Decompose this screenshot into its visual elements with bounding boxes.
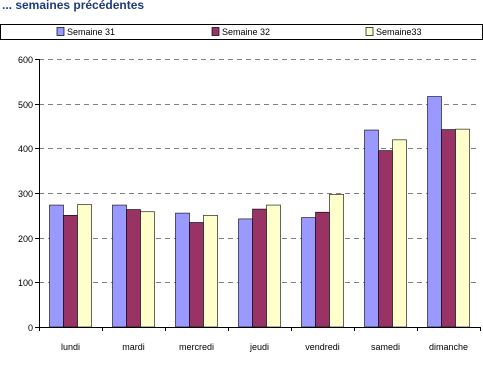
bar-3-mercredi <box>203 215 218 328</box>
bar-2-mercredi <box>189 222 204 328</box>
legend-swatch <box>365 27 374 36</box>
legend-label: Semaine 31 <box>67 27 115 37</box>
bar-2-dimanche <box>441 129 456 328</box>
bar-3-mardi <box>140 211 155 328</box>
bar-1-samedi <box>364 129 379 328</box>
bar-3-samedi <box>392 139 407 328</box>
y-tick-label: 200 <box>18 234 33 244</box>
x-tick-label: jeudi <box>249 342 269 352</box>
x-tick-label: vendredi <box>305 342 340 352</box>
x-tick-label: mardi <box>122 342 145 352</box>
y-tick-labels: 0 100 200 300 400 500 600 <box>18 55 39 333</box>
chart-title-partial: ... semaines précédentes <box>2 0 144 12</box>
x-tick-label: samedi <box>371 342 400 352</box>
legend-swatch <box>211 27 220 36</box>
legend-label: Semaine33 <box>376 27 422 37</box>
bar-3-jeudi <box>266 204 281 328</box>
bar-1-jeudi <box>238 218 253 328</box>
axes <box>39 59 480 328</box>
bar-2-lundi <box>63 215 78 328</box>
bar-1-mardi <box>112 204 127 328</box>
bar-3-lundi <box>77 204 92 328</box>
bar-1-vendredi <box>301 217 316 328</box>
y-tick-label: 100 <box>18 278 33 288</box>
y-tick-label: 600 <box>18 55 33 65</box>
y-tick-label: 500 <box>18 100 33 110</box>
bars <box>49 96 470 328</box>
x-tick-labels: lundi mardi mercredi jeudi vendredi samedi dim… <box>39 327 481 352</box>
y-tick-label: 400 <box>18 144 33 154</box>
y-tick-label: 300 <box>18 189 33 199</box>
x-tick-label: lundi <box>61 342 80 352</box>
bar-3-vendredi <box>329 194 344 328</box>
bar-2-samedi <box>378 150 393 328</box>
x-tick-label: mercredi <box>179 342 214 352</box>
legend: Semaine 31 Semaine 32 Semaine33 <box>56 27 422 37</box>
bar-3-dimanche <box>455 128 470 328</box>
legend-label: Semaine 32 <box>222 27 270 37</box>
bar-1-mercredi <box>175 212 190 328</box>
bar-2-jeudi <box>252 208 267 328</box>
bar-2-vendredi <box>315 211 330 328</box>
legend-swatch <box>56 27 65 36</box>
x-tick-label: dimanche <box>429 342 468 352</box>
bar-2-mardi <box>126 209 141 328</box>
y-tick-label: 0 <box>28 323 33 333</box>
bar-1-lundi <box>49 204 64 328</box>
bar-1-dimanche <box>427 96 442 328</box>
